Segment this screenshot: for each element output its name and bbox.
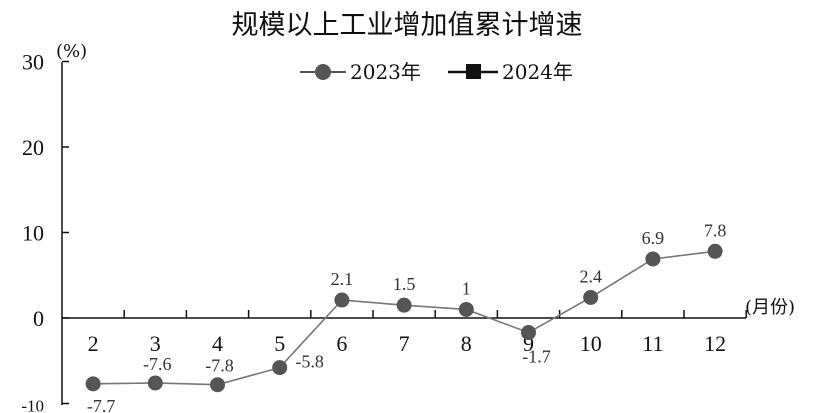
- x-tick-label: 11: [642, 331, 663, 356]
- legend-marker-2024: [466, 64, 481, 79]
- y-unit: (%): [56, 41, 87, 62]
- data-label: 1: [462, 278, 471, 298]
- y-ticks: 30 20 10 0 -10: [21, 50, 69, 413]
- x-tick-label: 10: [580, 331, 602, 356]
- y-tick-label: -10: [21, 397, 44, 413]
- data-label: 2.4: [579, 266, 602, 286]
- data-point: [583, 289, 599, 305]
- x-tick-label: 5: [274, 331, 285, 356]
- series-2023: [85, 243, 723, 393]
- x-tick-label: 4: [212, 331, 223, 356]
- data-label: -5.8: [295, 352, 324, 372]
- data-point: [334, 292, 350, 308]
- y-tick-label: 20: [22, 135, 44, 160]
- data-label: 6.9: [642, 228, 665, 248]
- legend-label-2023: 2023年: [350, 60, 421, 84]
- data-point: [272, 360, 288, 376]
- y-tick-label: 0: [33, 306, 44, 331]
- legend-marker-2023: [315, 64, 331, 80]
- x-tick-label: 6: [336, 331, 347, 356]
- y-tick-label: 10: [22, 221, 44, 246]
- x-tick-label: 2: [88, 331, 99, 356]
- x-tick-label: 3: [150, 331, 161, 356]
- data-label: 1.5: [393, 274, 416, 294]
- data-label: -7.6: [143, 354, 172, 374]
- data-point: [458, 301, 474, 317]
- data-point: [147, 375, 163, 391]
- data-label: -1.7: [522, 347, 551, 367]
- data-point: [396, 297, 412, 313]
- data-labels: -7.7 -7.6 -7.8 -5.8 2.1 1.5 1 -1.7 2.4 6.9 7.8: [87, 220, 727, 413]
- data-point: [521, 325, 536, 341]
- legend: 2023年 2024年: [300, 60, 573, 84]
- chart-title: 规模以上工业增加值累计增速: [232, 10, 583, 41]
- data-label: 2.1: [331, 269, 354, 289]
- data-label: -7.7: [87, 396, 116, 413]
- x-tick-label: 7: [399, 331, 410, 356]
- y-tick-label: 30: [22, 50, 44, 75]
- data-point: [210, 377, 225, 393]
- x-unit: (月份): [745, 297, 795, 318]
- x-tick-label: 9: [523, 331, 534, 356]
- legend-label-2024: 2024年: [502, 60, 573, 84]
- x-tick-label: 12: [704, 331, 726, 356]
- data-label: -7.8: [205, 356, 234, 376]
- x-ticks: 2 3 4 5 6 7 8 9 10 11 12: [88, 310, 747, 356]
- x-tick-label: 8: [461, 331, 472, 356]
- data-point: [645, 251, 661, 267]
- data-point: [85, 376, 101, 392]
- data-point: [707, 243, 723, 259]
- data-label: 7.8: [704, 220, 727, 240]
